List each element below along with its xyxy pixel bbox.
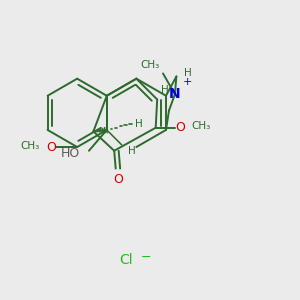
Text: H: H bbox=[161, 85, 169, 95]
Text: Cl: Cl bbox=[119, 253, 133, 267]
Text: O: O bbox=[46, 140, 56, 154]
Text: HO: HO bbox=[61, 147, 80, 160]
Text: CH₃: CH₃ bbox=[21, 140, 40, 151]
Text: O: O bbox=[176, 121, 185, 134]
Text: N: N bbox=[169, 87, 181, 101]
Text: CH₃: CH₃ bbox=[191, 121, 211, 131]
Text: O: O bbox=[114, 173, 124, 186]
Text: H: H bbox=[184, 68, 192, 79]
Text: CH₃: CH₃ bbox=[141, 61, 160, 70]
Text: −: − bbox=[141, 250, 152, 263]
Text: H: H bbox=[135, 119, 143, 129]
Text: H: H bbox=[128, 146, 135, 156]
Text: +: + bbox=[182, 77, 192, 87]
